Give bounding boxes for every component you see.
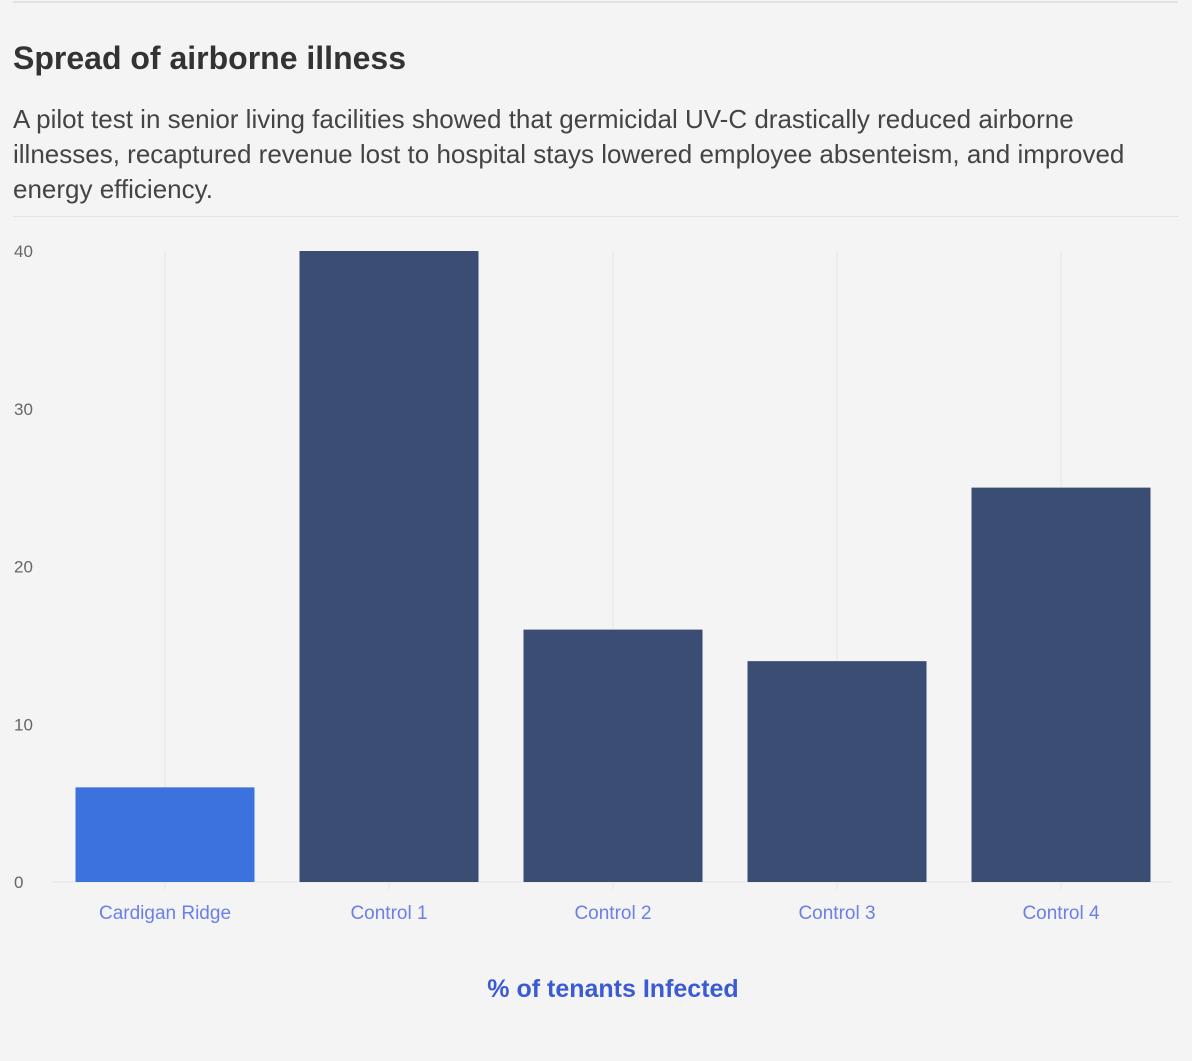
chart-title: Spread of airborne illness (13, 40, 406, 76)
header-divider (13, 216, 1178, 217)
bar-control-1[interactable] (299, 251, 479, 882)
bar-cardigan-ridge[interactable] (75, 787, 255, 882)
top-divider (13, 1, 1178, 3)
x-tick-label: Cardigan Ridge (99, 903, 231, 924)
bar-control-3[interactable] (747, 661, 927, 882)
y-tick-label: 20 (14, 558, 33, 577)
y-tick-label: 30 (14, 400, 33, 419)
x-tick-label: Control 3 (798, 903, 875, 924)
x-tick-label: Control 2 (574, 903, 651, 924)
y-tick-label: 10 (14, 715, 33, 734)
x-axis-label: % of tenants Infected (487, 975, 738, 1003)
x-tick-label: Control 4 (1022, 903, 1100, 924)
chart-description: A pilot test in senior living facilities… (13, 104, 1125, 204)
x-tick-label: Control 1 (350, 903, 427, 924)
y-tick-label: 40 (14, 242, 33, 261)
bar-control-4[interactable] (971, 487, 1151, 882)
bar-control-2[interactable] (523, 629, 703, 882)
y-tick-label: 0 (14, 873, 23, 892)
